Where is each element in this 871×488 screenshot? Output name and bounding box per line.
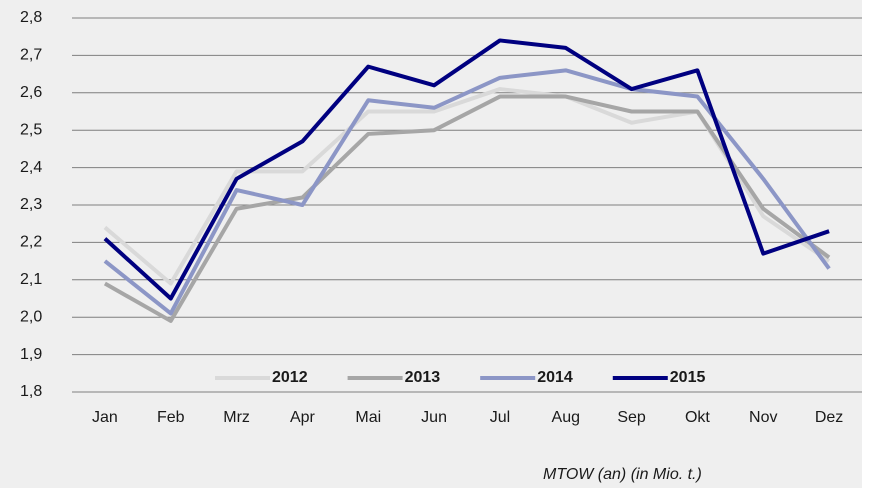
y-tick-label: 2,8 bbox=[20, 9, 42, 26]
footnote: MTOW (an) (in Mio. t.) bbox=[543, 466, 702, 483]
x-tick-label: Okt bbox=[685, 409, 710, 426]
series-line bbox=[103, 38, 830, 301]
y-tick-label: 2,0 bbox=[20, 308, 42, 325]
y-tick-label: 2,6 bbox=[20, 84, 42, 101]
x-tick-label: Mai bbox=[355, 409, 381, 426]
x-tick-label: Apr bbox=[290, 409, 316, 426]
y-tick-label: 2,2 bbox=[20, 234, 42, 251]
x-tick-label: Jul bbox=[490, 409, 510, 426]
legend-label: 2015 bbox=[670, 369, 706, 386]
x-tick-label: Feb bbox=[157, 409, 185, 426]
y-tick-label: 2,1 bbox=[20, 271, 42, 288]
x-tick-label: Sep bbox=[617, 409, 646, 426]
y-tick-label: 1,8 bbox=[20, 383, 42, 400]
y-tick-label: 2,5 bbox=[20, 121, 42, 138]
series-line bbox=[103, 94, 831, 323]
y-tick-label: 1,9 bbox=[20, 346, 42, 363]
series-line bbox=[103, 68, 831, 316]
x-tick-label: Jun bbox=[421, 409, 447, 426]
x-tick-label: Dez bbox=[815, 409, 843, 426]
legend-label: 2014 bbox=[537, 369, 573, 386]
x-tick-label: Jan bbox=[92, 409, 118, 426]
y-tick-label: 2,3 bbox=[20, 196, 42, 213]
legend-label: 2013 bbox=[405, 369, 441, 386]
legend-label: 2012 bbox=[272, 369, 308, 386]
x-tick-label: Mrz bbox=[223, 409, 250, 426]
y-tick-label: 2,7 bbox=[20, 47, 42, 64]
y-tick-label: 2,4 bbox=[20, 159, 42, 176]
x-tick-label: Aug bbox=[552, 409, 580, 426]
x-tick-label: Nov bbox=[749, 409, 777, 426]
